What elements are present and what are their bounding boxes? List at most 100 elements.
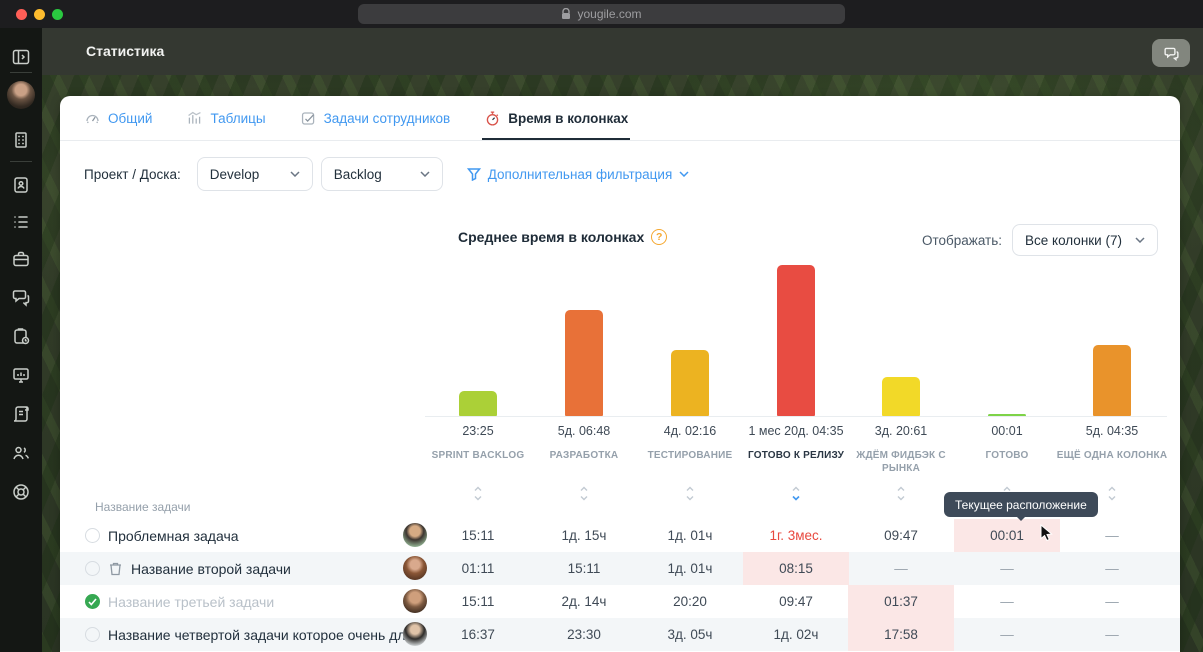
task-title[interactable]: Проблемная задача [108, 527, 239, 544]
bar-value: 4д. 02:16 [663, 424, 717, 438]
assignee-avatar[interactable] [403, 589, 427, 613]
filter-row: Проект / Доска: Develop Backlog Дополнит… [84, 156, 689, 192]
chevron-down-icon [290, 171, 300, 177]
briefcase-projects-icon[interactable] [11, 249, 31, 269]
assignee-avatar[interactable] [403, 622, 427, 646]
time-cell-current[interactable]: 17:58 [848, 618, 954, 651]
close-window-button[interactable] [16, 9, 27, 20]
extra-filter-label: Дополнительная фильтрация [487, 166, 673, 182]
task-status-circle[interactable] [85, 561, 100, 576]
columns-select[interactable]: Все колонки (7) [1012, 224, 1158, 256]
bar-sprint-backlog[interactable] [459, 391, 497, 416]
gauge-icon [86, 114, 99, 123]
task-title[interactable]: Название четвертой задачи которое очень … [108, 626, 413, 643]
task-title[interactable]: Название третьей задачи [108, 593, 275, 610]
column-sort-control-active[interactable] [791, 485, 801, 502]
user-avatar[interactable] [7, 81, 35, 109]
tab-label: Таблицы [210, 110, 266, 126]
display-label: Отображать: [922, 232, 1002, 248]
tab-label: Общий [108, 110, 153, 126]
bar-testirovanie[interactable] [671, 350, 709, 416]
tab-label: Время в колонках [508, 110, 629, 126]
monitor-dashboard-icon[interactable] [11, 365, 31, 385]
time-cell: 1д. 02ч [773, 627, 819, 642]
url-text: yougile.com [577, 7, 642, 21]
panel-toggle-icon[interactable] [11, 47, 31, 67]
sidebar-divider [10, 72, 32, 73]
task-status-circle[interactable] [85, 627, 100, 642]
current-location-tooltip: Текущее расположение [944, 492, 1098, 521]
time-cell: 09:47 [779, 594, 813, 609]
task-title[interactable]: Название второй задачи [131, 560, 291, 577]
document-scroll-icon[interactable] [11, 404, 31, 424]
help-icon[interactable]: ? [651, 229, 668, 245]
page-title: Статистика [86, 43, 165, 59]
company-building-icon[interactable] [11, 130, 31, 150]
clipboard-reports-icon[interactable] [11, 326, 31, 346]
funnel-icon [466, 168, 481, 181]
column-sort-control[interactable] [579, 485, 589, 502]
address-bar[interactable]: yougile.com [358, 4, 845, 24]
task-list-icon[interactable] [11, 212, 31, 232]
assignee-avatar[interactable] [403, 523, 427, 547]
page-header: Статистика [42, 28, 1203, 75]
chat-bubbles-icon [1163, 47, 1179, 61]
tab-tables[interactable]: Таблицы [186, 96, 266, 140]
column-label: ЖДЁМ ФИДБЭК С РЫНКА [856, 450, 946, 474]
columns-select-value: Все колонки (7) [1025, 232, 1122, 248]
trash-icon [110, 562, 121, 576]
column-sort-control[interactable] [1107, 485, 1117, 502]
task-done-icon[interactable] [85, 594, 100, 609]
team-users-icon[interactable] [11, 443, 31, 463]
tab-employee-tasks[interactable]: Задачи сотрудников [300, 96, 451, 140]
time-cell: 1д. 01ч [667, 561, 713, 576]
contacts-book-icon[interactable] [11, 175, 31, 195]
bar-razrabotka[interactable] [565, 310, 603, 416]
bar-gotovo-k-relizu[interactable] [777, 265, 815, 416]
tab-time-in-columns[interactable]: Время в колонках [482, 96, 631, 140]
chart-title-text: Среднее время в колонках [458, 229, 645, 245]
bar-gotovo[interactable] [988, 414, 1026, 416]
time-cell: 09:47 [884, 528, 918, 543]
tab-label: Задачи сотрудников [323, 110, 451, 126]
board-select[interactable]: Backlog [320, 157, 443, 191]
time-cell: — [894, 561, 908, 576]
browser-chrome: yougile.com [0, 0, 1203, 28]
column-sort-control[interactable] [896, 485, 906, 502]
chart-title: Среднее время в колонках ? [458, 229, 668, 245]
time-cell-current[interactable]: 01:37 [848, 585, 954, 618]
project-select[interactable]: Develop [196, 157, 313, 191]
table-row[interactable]: Название третьей задачи 15:11 2д. 14ч 20… [60, 585, 1180, 618]
chevron-down-icon [679, 171, 689, 177]
assignee-avatar[interactable] [403, 556, 427, 580]
table-row[interactable]: Проблемная задача 15:11 1д. 15ч 1д. 01ч … [60, 519, 1180, 552]
column-label: РАЗРАБОТКА [549, 450, 619, 461]
time-cell: — [1000, 561, 1014, 576]
time-cell: — [1000, 594, 1014, 609]
time-cell: 15:11 [461, 528, 495, 543]
chart-baseline [425, 416, 1167, 417]
time-cell-overdue: 1г. 3мес. [769, 528, 823, 543]
time-cell: 3д. 05ч [667, 627, 713, 642]
column-sort-control[interactable] [685, 485, 695, 502]
table-row[interactable]: Название второй задачи 01:11 15:11 1д. 0… [60, 552, 1180, 585]
extra-filter-link[interactable]: Дополнительная фильтрация [466, 166, 690, 182]
tab-general[interactable]: Общий [84, 96, 152, 140]
bar-eshche-odna[interactable] [1093, 345, 1131, 416]
project-board-label: Проект / Доска: [84, 166, 181, 182]
time-cell: 16:37 [461, 627, 495, 642]
zoom-window-button[interactable] [52, 9, 63, 20]
time-cell: — [1105, 594, 1119, 609]
column-sort-control[interactable] [473, 485, 483, 502]
bar-zhdem-fidbek[interactable] [882, 377, 920, 416]
support-chat-button[interactable] [1152, 39, 1190, 67]
support-lifebuoy-icon[interactable] [11, 482, 31, 502]
task-status-circle[interactable] [85, 528, 100, 543]
minimize-window-button[interactable] [34, 9, 45, 20]
table-row[interactable]: Название четвертой задачи которое очень … [60, 618, 1180, 651]
time-cell-current[interactable]: 00:01 [954, 519, 1060, 552]
time-cell: 23:30 [567, 627, 601, 642]
time-cell-current[interactable]: 08:15 [743, 552, 849, 585]
chat-messages-icon[interactable] [11, 287, 31, 307]
bar-value: 00:01 [991, 424, 1023, 438]
